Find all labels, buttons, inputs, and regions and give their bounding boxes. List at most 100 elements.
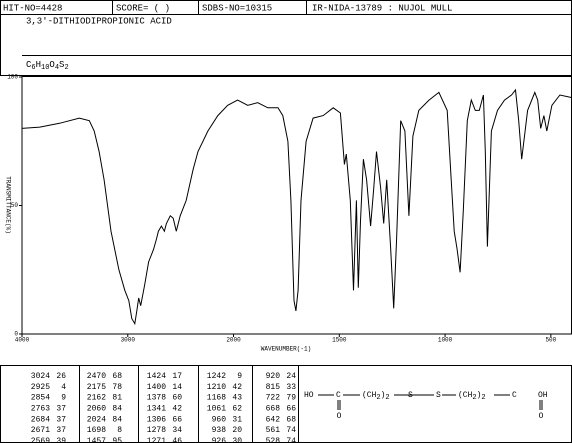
x-tick-label: 1500	[332, 337, 347, 344]
peak-transmittance: 4	[61, 383, 66, 392]
peak-transmittance: 37	[56, 426, 66, 435]
structure-atom: S	[408, 391, 413, 400]
y-axis-label: TRANSMITTANCE(%)	[4, 176, 11, 234]
peak-transmittance: 24	[286, 372, 296, 381]
x-tick-label: 1000	[438, 337, 453, 344]
peak-wavenumber: 2470	[87, 372, 106, 381]
compound-name: 3,3'-DITHIODIPROPIONIC ACID	[26, 16, 172, 26]
peak-wavenumber: 528	[266, 437, 281, 443]
structure-atom: S	[436, 391, 441, 400]
peak-wavenumber: 1061	[207, 405, 226, 414]
x-tick-label: 3000	[121, 337, 136, 344]
peak-transmittance: 30	[232, 437, 242, 443]
peak-wavenumber: 1168	[207, 394, 226, 403]
peak-transmittance: 62	[232, 405, 242, 414]
peak-transmittance: 14	[172, 383, 182, 392]
peak-wavenumber: 2763	[31, 405, 50, 414]
peak-transmittance: 33	[286, 383, 296, 392]
peak-wavenumber: 2671	[31, 426, 50, 435]
peak-transmittance: 31	[232, 415, 242, 424]
peak-transmittance: 46	[172, 437, 182, 443]
x-axis-label: WAVENUMBER(-1)	[261, 346, 311, 353]
peak-transmittance: 74	[286, 426, 296, 435]
x-tick-label: 2000	[226, 337, 241, 344]
peak-transmittance: 39	[56, 437, 66, 443]
peak-transmittance: 26	[56, 372, 66, 381]
peak-wavenumber: 561	[266, 426, 281, 435]
carbonyl-oxygen: O	[337, 412, 342, 421]
peak-transmittance: 37	[56, 405, 66, 414]
peak-wavenumber: 1242	[207, 372, 226, 381]
peak-wavenumber: 960	[212, 415, 227, 424]
peak-wavenumber: 938	[212, 426, 227, 435]
header-box	[0, 0, 572, 76]
peak-wavenumber: 3024	[31, 372, 50, 381]
structure-atom: HO	[304, 391, 314, 400]
peak-wavenumber: 1271	[147, 437, 166, 443]
score: SCORE= ( )	[116, 3, 170, 13]
peak-wavenumber: 920	[266, 372, 281, 381]
peak-transmittance: 84	[112, 415, 122, 424]
peak-transmittance: 34	[172, 426, 182, 435]
peak-wavenumber: 1210	[207, 383, 226, 392]
peak-transmittance: 78	[112, 383, 122, 392]
peak-wavenumber: 1341	[147, 405, 166, 414]
peak-wavenumber: 1424	[147, 372, 166, 381]
ir-info: IR-NIDA-13789 : NUJOL MULL	[312, 3, 452, 13]
x-tick-label: 4000	[15, 337, 30, 344]
peak-transmittance: 81	[112, 394, 122, 403]
peak-wavenumber: 1306	[147, 415, 166, 424]
peak-transmittance: 37	[56, 415, 66, 424]
peak-transmittance: 8	[117, 426, 122, 435]
peak-wavenumber: 1457	[87, 437, 106, 443]
x-tick-label: 500	[545, 337, 556, 344]
peak-transmittance: 74	[286, 437, 296, 443]
peak-transmittance: 9	[61, 394, 66, 403]
carbonyl-oxygen: O	[539, 412, 544, 421]
y-tick-label: 0	[14, 331, 18, 338]
structure-atom: OH	[538, 391, 548, 400]
peak-transmittance: 17	[172, 372, 182, 381]
peak-transmittance: 66	[286, 405, 296, 414]
peak-wavenumber: 2175	[87, 383, 106, 392]
y-tick-label: 100	[7, 74, 18, 81]
y-tick-label: 50	[11, 202, 19, 209]
peak-wavenumber: 722	[266, 394, 281, 403]
sdbs-no: SDBS-NO=10315	[202, 3, 272, 13]
structure-atom: (CH2)2	[458, 391, 486, 402]
peak-wavenumber: 642	[266, 415, 281, 424]
peak-wavenumber: 2854	[31, 394, 50, 403]
peak-wavenumber: 2925	[31, 383, 50, 392]
peak-transmittance: 9	[237, 372, 242, 381]
peak-wavenumber: 1278	[147, 426, 166, 435]
peak-transmittance: 66	[172, 415, 182, 424]
structure-atom: C	[512, 391, 517, 400]
peak-wavenumber: 2684	[31, 415, 50, 424]
peak-transmittance: 84	[112, 405, 122, 414]
peak-wavenumber: 1698	[87, 426, 106, 435]
peak-wavenumber: 926	[212, 437, 227, 443]
peak-transmittance: 68	[286, 415, 296, 424]
peak-transmittance: 95	[112, 437, 122, 443]
peak-wavenumber: 2024	[87, 415, 106, 424]
peak-wavenumber: 2162	[87, 394, 106, 403]
structure-atom: C	[336, 391, 341, 400]
peak-wavenumber: 668	[266, 405, 281, 414]
peak-wavenumber: 2060	[87, 405, 106, 414]
peak-transmittance: 42	[232, 383, 242, 392]
peak-transmittance: 60	[172, 394, 182, 403]
hit-no: HIT-NO=4428	[3, 3, 62, 13]
structure-atom: (CH2)2	[362, 391, 390, 402]
peak-wavenumber: 815	[266, 383, 281, 392]
peak-transmittance: 42	[172, 405, 182, 414]
peak-transmittance: 68	[112, 372, 122, 381]
peak-wavenumber: 1400	[147, 383, 166, 392]
formula: C6H10O4S2	[26, 60, 69, 71]
spectrum-line	[21, 88, 572, 326]
peak-transmittance: 20	[232, 426, 242, 435]
peak-transmittance: 79	[286, 394, 296, 403]
peak-wavenumber: 2569	[31, 437, 50, 443]
peak-transmittance: 43	[232, 394, 242, 403]
peak-wavenumber: 1378	[147, 394, 166, 403]
